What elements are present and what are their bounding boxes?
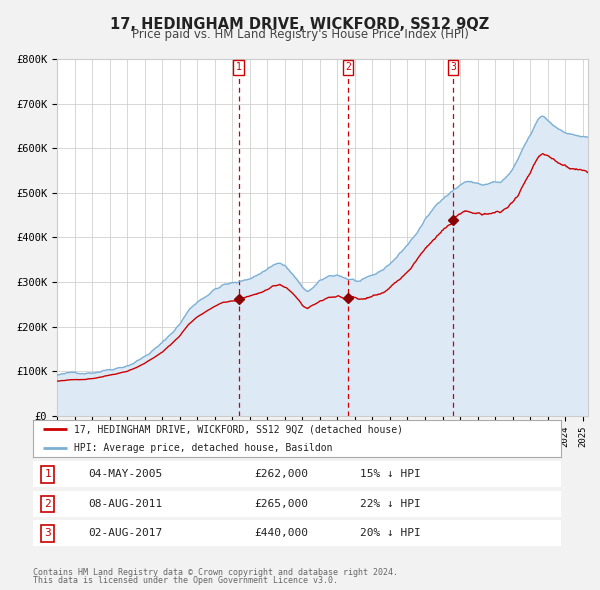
Text: 22% ↓ HPI: 22% ↓ HPI bbox=[361, 499, 421, 509]
Text: Price paid vs. HM Land Registry's House Price Index (HPI): Price paid vs. HM Land Registry's House … bbox=[131, 28, 469, 41]
Text: This data is licensed under the Open Government Licence v3.0.: This data is licensed under the Open Gov… bbox=[33, 576, 338, 585]
Text: 1: 1 bbox=[44, 470, 51, 479]
Text: £265,000: £265,000 bbox=[255, 499, 309, 509]
Text: 02-AUG-2017: 02-AUG-2017 bbox=[88, 529, 163, 538]
Text: 3: 3 bbox=[44, 529, 51, 538]
Text: 2: 2 bbox=[44, 499, 51, 509]
Text: £440,000: £440,000 bbox=[255, 529, 309, 538]
Text: £262,000: £262,000 bbox=[255, 470, 309, 479]
Text: 15% ↓ HPI: 15% ↓ HPI bbox=[361, 470, 421, 479]
Text: 20% ↓ HPI: 20% ↓ HPI bbox=[361, 529, 421, 538]
Text: 17, HEDINGHAM DRIVE, WICKFORD, SS12 9QZ (detached house): 17, HEDINGHAM DRIVE, WICKFORD, SS12 9QZ … bbox=[74, 424, 403, 434]
Text: 3: 3 bbox=[450, 62, 456, 72]
Text: 04-MAY-2005: 04-MAY-2005 bbox=[88, 470, 163, 479]
Text: 17, HEDINGHAM DRIVE, WICKFORD, SS12 9QZ: 17, HEDINGHAM DRIVE, WICKFORD, SS12 9QZ bbox=[110, 17, 490, 31]
Text: Contains HM Land Registry data © Crown copyright and database right 2024.: Contains HM Land Registry data © Crown c… bbox=[33, 568, 398, 577]
Text: 1: 1 bbox=[236, 62, 242, 72]
Text: HPI: Average price, detached house, Basildon: HPI: Average price, detached house, Basi… bbox=[74, 442, 332, 453]
Text: 2: 2 bbox=[345, 62, 351, 72]
Text: 08-AUG-2011: 08-AUG-2011 bbox=[88, 499, 163, 509]
